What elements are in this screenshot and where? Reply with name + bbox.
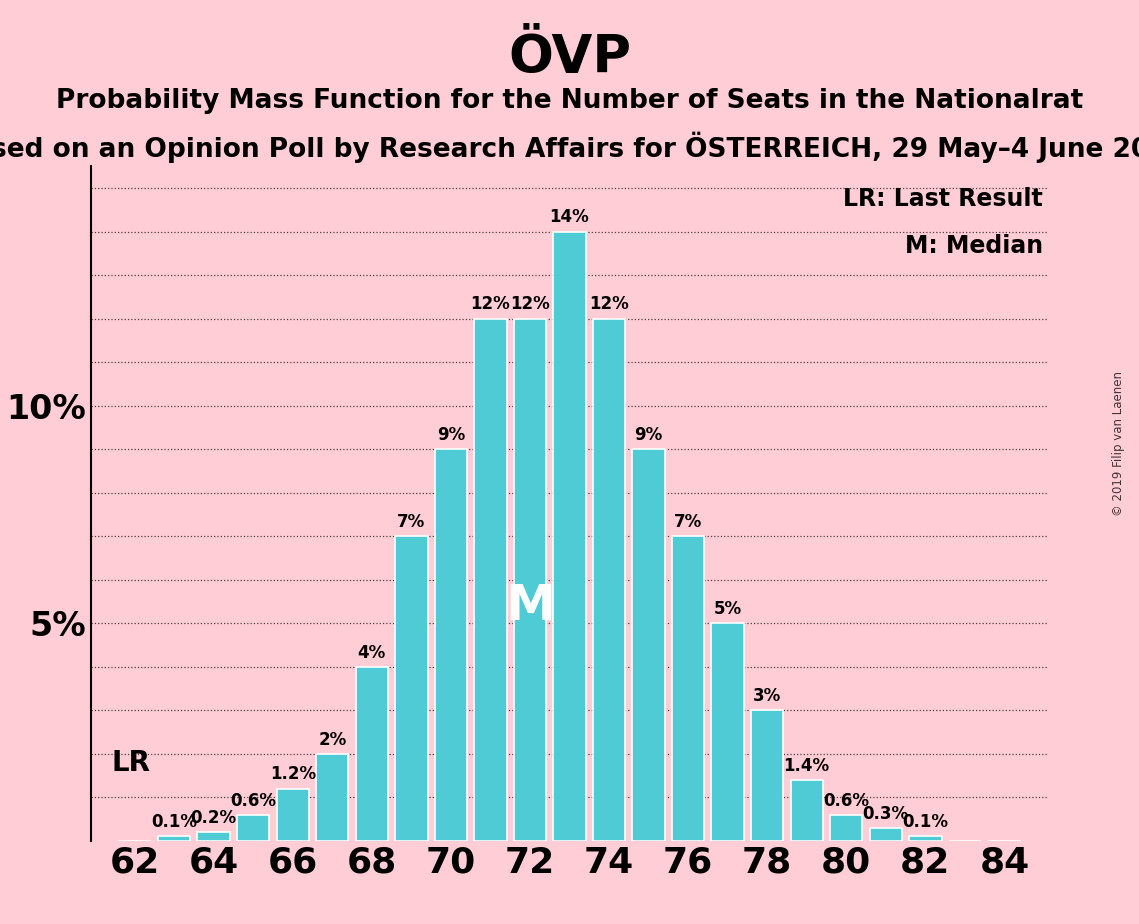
Text: Probability Mass Function for the Number of Seats in the Nationalrat: Probability Mass Function for the Number… [56,88,1083,114]
Text: 0.3%: 0.3% [862,805,909,822]
Text: 1.4%: 1.4% [784,757,830,774]
Text: 3%: 3% [753,687,781,705]
Text: ÖVP: ÖVP [508,32,631,84]
Text: 0.6%: 0.6% [823,792,869,809]
Text: 9%: 9% [436,426,465,444]
Bar [869,828,902,841]
Bar [474,319,507,841]
Text: 12%: 12% [510,296,550,313]
Text: 0.1%: 0.1% [151,813,197,832]
Bar [237,815,270,841]
Text: 12%: 12% [589,296,629,313]
Bar [712,624,744,841]
Bar [751,711,784,841]
Bar [355,667,388,841]
Bar [158,836,190,841]
Text: © 2019 Filip van Laenen: © 2019 Filip van Laenen [1112,371,1125,516]
Text: M: M [505,582,555,630]
Bar [197,833,230,841]
Text: 7%: 7% [398,513,426,531]
Text: Based on an Opinion Poll by Research Affairs for ÖSTERREICH, 29 May–4 June 2019: Based on an Opinion Poll by Research Aff… [0,131,1139,163]
Text: M: Median: M: Median [906,234,1043,258]
Bar [632,449,665,841]
Text: 1.2%: 1.2% [270,765,316,784]
Bar [790,780,822,841]
Text: 2%: 2% [318,731,346,748]
Bar [554,232,585,841]
Text: 0.1%: 0.1% [902,813,949,832]
Text: LR: Last Result: LR: Last Result [843,187,1043,211]
Text: 4%: 4% [358,643,386,662]
Text: 9%: 9% [634,426,663,444]
Bar [395,536,427,841]
Bar [672,536,704,841]
Text: 12%: 12% [470,296,510,313]
Bar [435,449,467,841]
Text: 14%: 14% [550,209,589,226]
Text: LR: LR [112,748,150,776]
Bar [277,788,309,841]
Text: 0.2%: 0.2% [190,808,237,827]
Bar [317,754,349,841]
Bar [592,319,625,841]
Text: 0.6%: 0.6% [230,792,277,809]
Text: 5%: 5% [713,600,741,618]
Bar [514,319,547,841]
Bar [830,815,862,841]
Bar [909,836,942,841]
Text: 7%: 7% [674,513,703,531]
